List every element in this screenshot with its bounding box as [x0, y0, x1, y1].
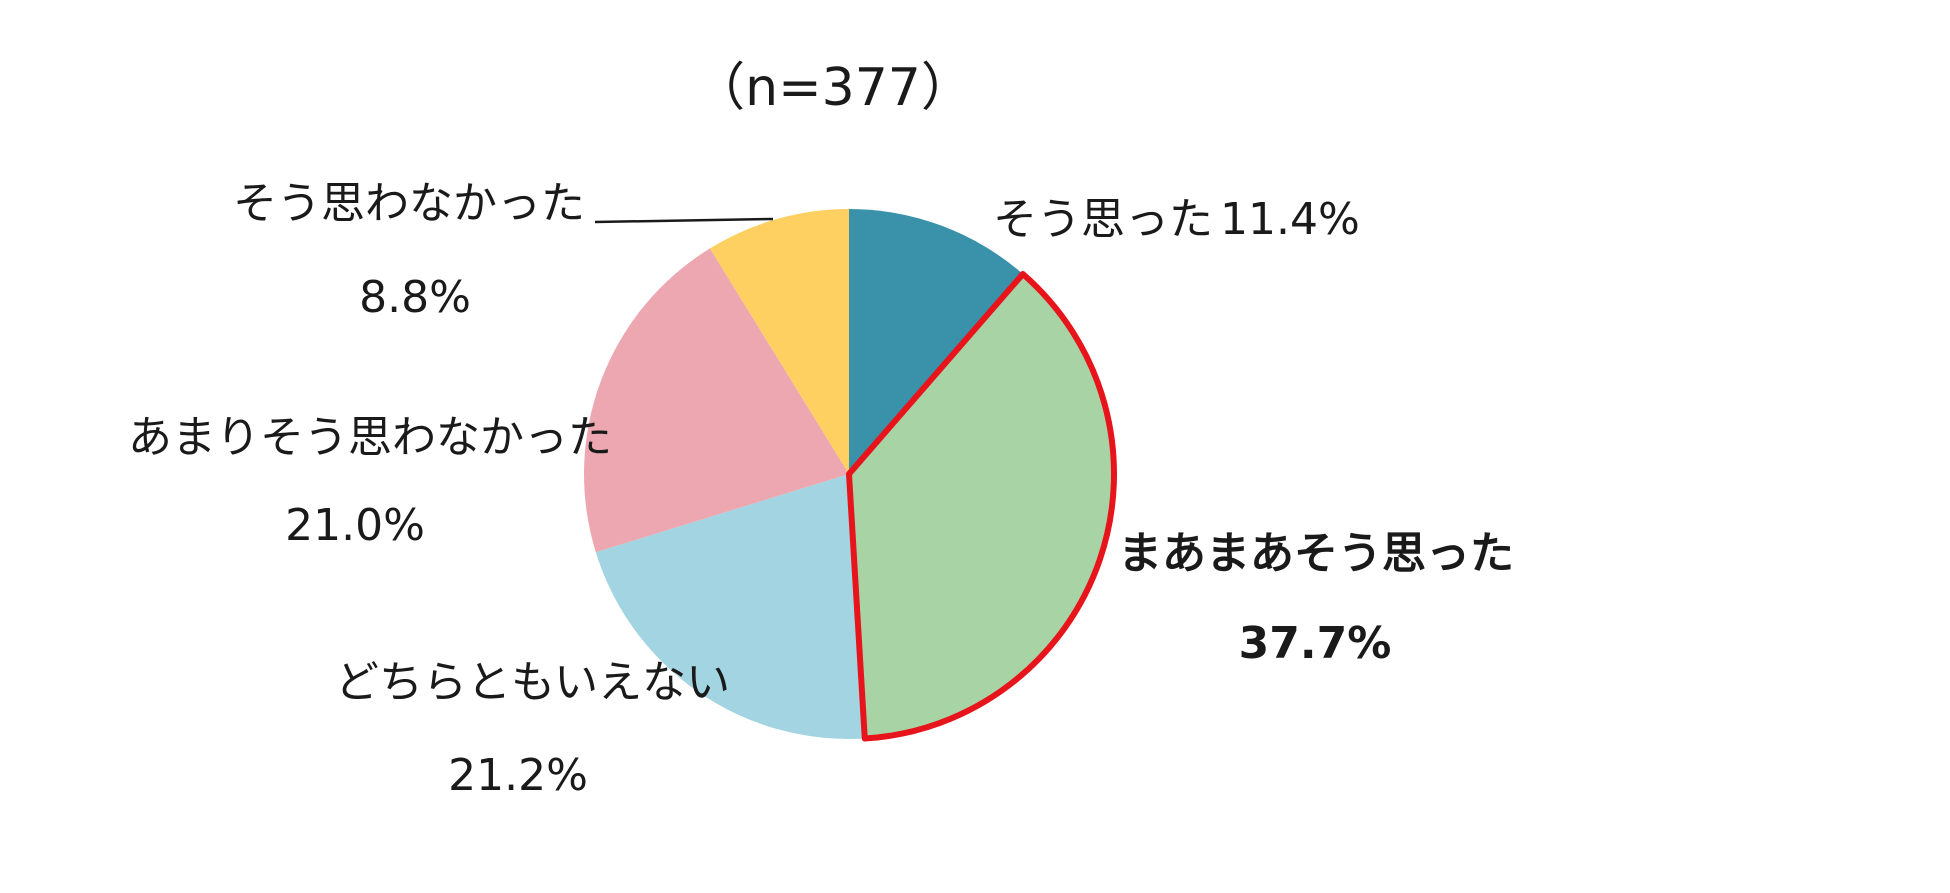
- chart-subtitle: （n=377）: [693, 58, 973, 118]
- value-so-omowanakatta: 8.8%: [359, 272, 471, 323]
- label-dochira-tomo-ienai: どちらともいえない: [335, 657, 730, 708]
- value-dochira-tomo-ienai: 21.2%: [448, 750, 588, 801]
- slice-so-omowanakatta: [709, 209, 849, 474]
- label-amari-so-omowanakatta: あまりそう思わなかった: [128, 412, 612, 463]
- label-so-omowanakatta: そう思わなかった: [233, 178, 585, 229]
- highlight-outline: [846, 270, 1117, 742]
- slice-amari-so-omowanakatta: [584, 248, 849, 553]
- label-maamaa-so-omotta: まあまあそう思った: [1118, 528, 1514, 579]
- slice-so-omotta: [849, 209, 1023, 474]
- value-amari-so-omowanakatta: 21.0%: [285, 500, 425, 551]
- slice-dochira-tomo-ienai: [595, 474, 865, 739]
- leader-line-so-omowanakatta: [594, 217, 774, 224]
- label-so-omotta: そう思った: [993, 194, 1213, 245]
- pie-slices: [584, 209, 1115, 739]
- slice-maamaa-so-omotta: [849, 273, 1115, 739]
- slice-highlight-outline: [846, 270, 1117, 742]
- value-maamaa-so-omotta: 37.7%: [1239, 618, 1392, 669]
- value-so-omotta: 11.4%: [1220, 194, 1360, 245]
